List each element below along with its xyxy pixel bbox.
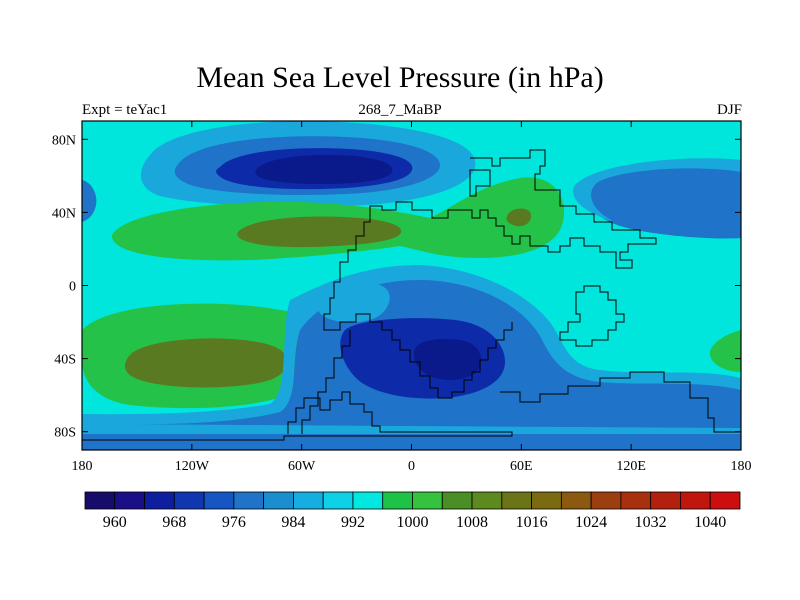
y-axis: 80N 40N 0 40S 80S (52, 133, 741, 441)
coastline-south-america (301, 330, 351, 434)
colorbar-swatch (590, 491, 622, 510)
colorbar-swatch (441, 491, 473, 510)
colorbar-label: 1000 (397, 514, 429, 531)
colorbar-swatch (114, 491, 145, 510)
pressure-field (82, 121, 741, 450)
colorbar-label: 984 (281, 514, 305, 531)
colorbar-swatch (293, 491, 324, 510)
y-tick-label: 40N (52, 206, 76, 221)
colorbar-swatch (173, 491, 205, 510)
period-label: 268_7_MaBP (358, 102, 442, 118)
contour-north-high-core (237, 216, 402, 248)
coastline-asia-east (469, 169, 491, 197)
colorbar-swatch (650, 491, 681, 510)
y-tick-label: 80S (54, 426, 76, 441)
y-tick-label: 80N (52, 133, 76, 148)
colorbar-swatch (84, 491, 116, 510)
colorbar-swatch (471, 491, 503, 510)
colorbar-swatch (203, 491, 235, 510)
colorbar-swatch (412, 491, 443, 510)
colorbar-swatch (620, 491, 652, 510)
coastlines (82, 149, 741, 441)
x-axis: 180 120W 60W 0 60E 120E 180 (72, 121, 752, 474)
colorbar-swatch (501, 491, 532, 510)
colorbar-label: 968 (162, 514, 186, 531)
colorbar-swatch (352, 491, 384, 510)
contour-northeast-low (584, 165, 741, 239)
contour-south-low-core (413, 338, 482, 380)
colorbar-label: 1008 (456, 514, 488, 531)
contour-east-edge-high (709, 330, 741, 372)
contour-asia-high-core (506, 208, 532, 227)
experiment-label: Expt = teYac1 (82, 102, 168, 118)
contour-northeast-low-outer (573, 158, 741, 222)
season-label: DJF (716, 102, 742, 118)
colorbar-label: 992 (341, 514, 365, 531)
colorbar-label: 1016 (516, 514, 548, 531)
colorbar-swatch (680, 491, 711, 510)
colorbar-swatch (233, 491, 265, 510)
coastline-eurasia-africa (323, 149, 657, 399)
contour-west-edge-low (82, 180, 97, 222)
colorbar-swatch (709, 491, 741, 510)
colorbar-labels: 960 968 976 984 992 1000 1008 1016 1024 1032 1040 (103, 514, 726, 531)
colorbar-swatch (322, 491, 354, 510)
x-tick-label: 180 (72, 459, 93, 474)
colorbar (84, 491, 741, 510)
colorbar-swatch (531, 491, 562, 510)
x-tick-label: 120W (175, 459, 210, 474)
colorbar-label: 976 (222, 514, 246, 531)
colorbar-swatch (382, 491, 413, 510)
contour-south-low-west (317, 283, 390, 323)
coastline-australia (559, 285, 625, 347)
y-tick-label: 0 (69, 280, 76, 295)
contour-north-low-center (255, 154, 393, 184)
colorbar-label: 1024 (575, 514, 607, 531)
y-tick-label: 40S (54, 353, 76, 368)
contour-south-high-core (124, 338, 288, 388)
colorbar-label: 1032 (635, 514, 667, 531)
x-tick-label: 60W (288, 459, 316, 474)
contour-polar-fringe (82, 424, 741, 434)
colorbar-label: 960 (103, 514, 127, 531)
x-tick-label: 60E (510, 459, 533, 474)
colorbar-label: 1040 (694, 514, 726, 531)
coastline-antarctica (82, 371, 741, 441)
colorbar-swatch (263, 491, 294, 510)
x-tick-label: 0 (408, 459, 415, 474)
x-tick-label: 120E (616, 459, 646, 474)
chart-title: Mean Sea Level Pressure (in hPa) (196, 61, 604, 94)
colorbar-swatch (144, 491, 175, 510)
x-tick-label: 180 (731, 459, 752, 474)
contour-polar-band (82, 432, 741, 450)
colorbar-swatch (560, 491, 592, 510)
